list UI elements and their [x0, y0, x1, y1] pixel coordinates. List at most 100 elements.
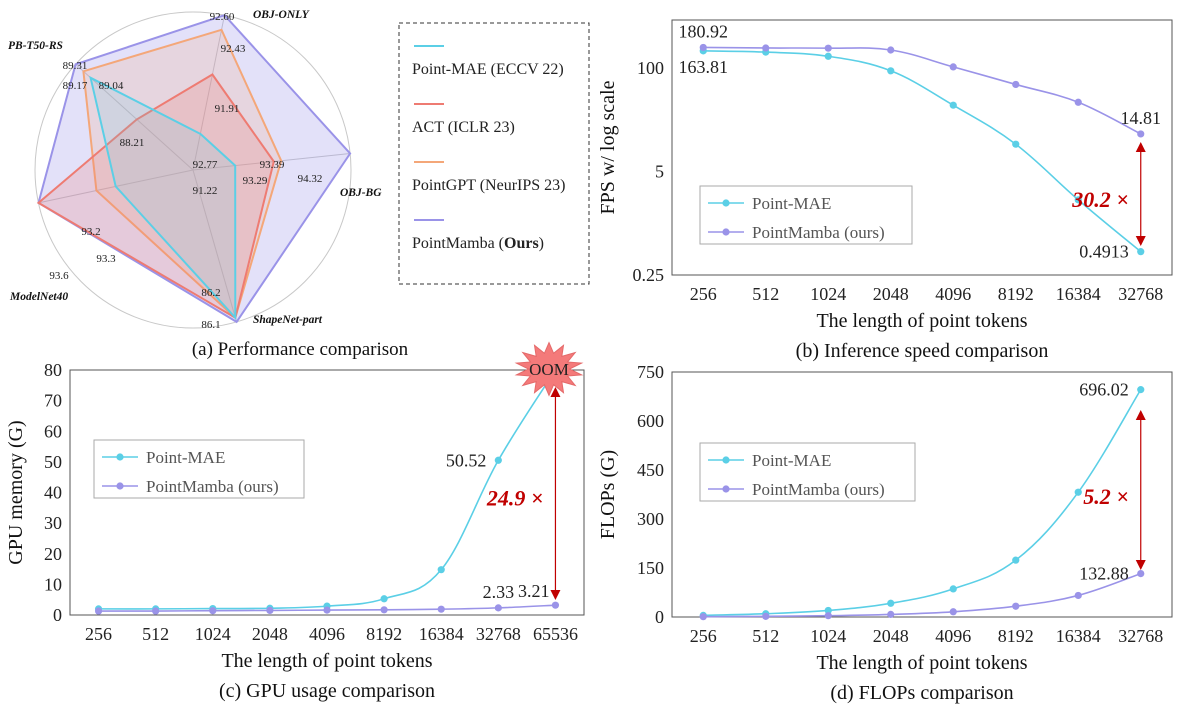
- y-tick-label: 450: [637, 460, 664, 480]
- x-tick-label: 16384: [419, 624, 464, 644]
- data-label: 696.02: [1079, 380, 1129, 400]
- series-line-mae: [98, 369, 557, 610]
- plot-frame: [671, 19, 1173, 276]
- series-point-mamba: [824, 612, 832, 620]
- oom-label: OOM: [529, 360, 569, 379]
- series-point-mae: [824, 606, 832, 615]
- panel-performance-radar: OBJ-ONLY OBJ-BG ShapeNet-part ModelNet40 PB-…: [8, 9, 590, 360]
- series-point-mamba: [152, 607, 160, 615]
- y-tick-label: 0: [655, 607, 664, 627]
- x-tick-label: 32768: [1118, 284, 1163, 304]
- x-tick-label: 16384: [1056, 284, 1101, 304]
- y-tick-label: 40: [44, 483, 62, 503]
- radar-value-label: 93.29: [243, 175, 268, 187]
- radar-value-label: 91.22: [193, 185, 218, 197]
- legend-marker-mae: [116, 453, 124, 461]
- plot-frame: [69, 369, 585, 616]
- radar-polygon-act: [36, 73, 275, 320]
- legend-label: Point-MAE: [752, 451, 831, 470]
- y-tick-label: 300: [637, 509, 664, 529]
- x-tick-label: 512: [752, 284, 779, 304]
- plot-frame: [671, 371, 1173, 618]
- y-tick-label: 50: [44, 452, 62, 472]
- y-axis-label: FPS w/ log scale: [597, 80, 619, 214]
- y-tick-label: 20: [44, 544, 62, 564]
- legend-label-part: ): [539, 235, 544, 252]
- annotation-arrowhead-down: [550, 590, 561, 600]
- radar-legend-box: [398, 22, 590, 285]
- x-tick-label: 1024: [195, 624, 231, 644]
- y-tick-label: 0: [53, 605, 62, 625]
- series-point-mae: [949, 585, 957, 593]
- x-axis-label: The length of point tokens: [816, 310, 1027, 332]
- data-label: 132.88: [1079, 564, 1129, 584]
- y-tick-label: 70: [44, 391, 62, 411]
- legend-label-part: PointMamba (: [412, 235, 504, 252]
- annotation-arrowhead-up: [550, 387, 561, 397]
- x-tick-label: 32768: [476, 624, 521, 644]
- annotation-ratio-label: 24.9 ×: [486, 486, 544, 511]
- panel-caption: (d) FLOPs comparison: [830, 682, 1013, 704]
- data-label: 0.4913: [1079, 242, 1129, 262]
- radar-spoke: [192, 169, 238, 323]
- x-tick-label: 256: [690, 284, 717, 304]
- series-point-mamba: [1074, 591, 1082, 600]
- series-point-mae: [949, 101, 957, 109]
- series-line-mae: [703, 389, 1142, 617]
- legend-box: [699, 185, 913, 245]
- x-tick-label: 256: [690, 626, 717, 646]
- y-tick-label: 10: [44, 574, 62, 594]
- series-point-mamba: [1137, 569, 1145, 578]
- y-tick-label: 30: [44, 513, 62, 533]
- data-label: 50.52: [446, 450, 487, 470]
- legend-box: [699, 442, 916, 502]
- radar-axis-label: OBJ-BG: [340, 187, 382, 199]
- y-axis-label: GPU memory (G): [5, 420, 27, 564]
- radar-value-label: 94.32: [298, 173, 323, 185]
- series-point-mae: [887, 67, 895, 75]
- series-point-mae: [824, 52, 832, 60]
- radar-spoke: [192, 152, 351, 171]
- radar-spoke: [192, 15, 225, 171]
- x-tick-label: 2048: [873, 284, 909, 304]
- legend-label-bold: Ours: [504, 235, 539, 252]
- radar-grid-circle: [34, 11, 352, 329]
- radar-value-label: 93.39: [260, 159, 285, 171]
- legend-label: PointMamba (ours): [752, 480, 885, 499]
- data-label: 14.81: [1121, 108, 1162, 128]
- series-point-mae: [1137, 248, 1145, 256]
- x-tick-label: 16384: [1056, 626, 1101, 646]
- series-point-mamba: [551, 601, 560, 609]
- annotation-arrowhead-up: [1135, 142, 1146, 152]
- x-tick-label: 8192: [998, 626, 1034, 646]
- series-point-mamba: [1074, 98, 1082, 106]
- series-point-mamba: [762, 44, 770, 52]
- y-tick-label: 5: [655, 161, 664, 181]
- x-tick-label: 1024: [810, 626, 846, 646]
- radar-value-label: 88.21: [120, 137, 145, 149]
- legend-label: PointMamba (ours): [752, 223, 885, 242]
- series-point-mae: [1012, 140, 1020, 148]
- radar-axis-label: OBJ-ONLY: [253, 9, 310, 21]
- panel-gpu-usage: 0 10 20 30 40 50 60 70 80 256 512 1024 2048 4096 8192 1…: [5, 341, 585, 702]
- annotation-arrowhead-up: [1135, 410, 1146, 420]
- x-tick-label: 65536: [533, 624, 578, 644]
- y-tick-label: 80: [44, 360, 62, 380]
- x-tick-label: 4096: [935, 284, 971, 304]
- radar-value-label: 86.2: [201, 287, 220, 299]
- series-point-mamba: [887, 46, 895, 54]
- annotation-arrowhead-down: [1135, 236, 1146, 246]
- radar-value-label: 93.6: [49, 270, 69, 282]
- series-point-mamba: [887, 610, 895, 618]
- series-point-mamba: [699, 43, 707, 52]
- x-tick-label: 4096: [935, 626, 971, 646]
- legend-marker-mamba: [722, 485, 730, 493]
- series-point-mae: [380, 595, 388, 603]
- series-point-mae: [1074, 196, 1082, 204]
- legend-label: Point-MAE: [752, 194, 831, 213]
- radar-value-label: 89.04: [99, 80, 124, 92]
- series-point-mae: [437, 566, 445, 574]
- panel-caption: (a) Performance comparison: [192, 339, 409, 360]
- series-point-mamba: [1012, 602, 1020, 610]
- radar-value-label: 93.2: [81, 226, 100, 238]
